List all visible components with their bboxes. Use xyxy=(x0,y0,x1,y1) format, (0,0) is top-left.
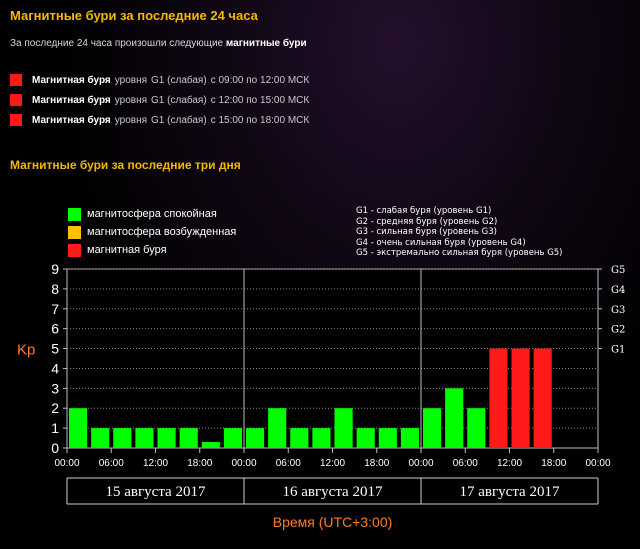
x-tick-label: 06:00 xyxy=(276,458,301,469)
x-tick-label: 00:00 xyxy=(408,458,433,469)
kp-bar xyxy=(113,428,132,448)
g-level-label: G3 xyxy=(611,305,625,316)
storm-time: с 15:00 по 18:00 МСК xyxy=(210,114,310,126)
legend-swatch-storm xyxy=(68,243,81,257)
kp-bar xyxy=(467,408,486,448)
kp-bar-chart: 0 1 2 3 4 5 6 7 8 9 G1 G2 G3 G4 G5 Kp 00:00 06:00 12:00 18:… xyxy=(17,261,625,530)
g-level-legend: G1 - слабая буря (уровень G1) G2 - средн… xyxy=(356,206,563,259)
kp-bar xyxy=(312,428,331,448)
kp-bar xyxy=(533,348,552,448)
day-label: 16 августа 2017 xyxy=(283,484,383,500)
kp-bar xyxy=(400,428,419,448)
intro-bold: магнитные бури xyxy=(225,38,307,49)
g-level-label: G1 xyxy=(611,345,625,356)
storm-name: Магнитная буря xyxy=(32,94,111,106)
y-tick-label: 1 xyxy=(51,420,59,436)
legend-swatch-excited xyxy=(68,225,81,239)
y-axis-title: Kp xyxy=(17,342,35,359)
plot-area xyxy=(66,268,599,449)
day-label: 15 августа 2017 xyxy=(106,484,206,500)
g-level-label: G5 xyxy=(611,265,625,276)
intro-text: За последние 24 часа произошли следующие… xyxy=(10,38,307,49)
x-tick-label: 18:00 xyxy=(187,458,212,469)
g-legend-line: G2 - средняя буря (уровень G2) xyxy=(356,216,498,227)
legend-item-calm: магнитосфера спокойная xyxy=(68,205,236,223)
kp-bar xyxy=(246,428,265,448)
storm-list: Магнитная буря уровня G1 (слабая) с 09:0… xyxy=(10,70,309,130)
g-legend-line: G4 - очень сильная буря (уровень G4) xyxy=(356,237,526,248)
kp-bar xyxy=(290,428,309,448)
x-tick-label: 00:00 xyxy=(54,458,79,469)
storm-level-word: уровня xyxy=(114,94,148,106)
storm-level-word: уровня xyxy=(114,74,148,86)
legend-item-excited: магнитосфера возбужденная xyxy=(68,223,236,241)
g-legend-line: G1 - слабая буря (уровень G1) xyxy=(356,206,492,216)
y-tick-label: 6 xyxy=(51,321,59,337)
g-legend-line: G5 - экстремально сильная буря (уровень … xyxy=(356,248,563,258)
storm-item: Магнитная буря уровня G1 (слабая) с 12:0… xyxy=(10,90,309,110)
legend-label: магнитосфера возбужденная xyxy=(87,226,237,238)
kp-bar xyxy=(91,428,110,448)
kp-bar xyxy=(268,408,287,448)
kp-bar xyxy=(489,348,508,448)
legend-item-storm: магнитная буря xyxy=(68,241,236,259)
x-tick-label: 00:00 xyxy=(585,458,610,469)
kp-bar xyxy=(334,408,353,448)
kp-bar xyxy=(445,388,464,448)
storm-item: Магнитная буря уровня G1 (слабая) с 15:0… xyxy=(10,110,309,130)
x-tick-label: 18:00 xyxy=(364,458,389,469)
storm-marker-icon xyxy=(10,74,22,86)
g-level-label: G2 xyxy=(611,325,625,336)
kp-bar xyxy=(201,442,220,448)
section-title-3days: Магнитные бури за последние три дня xyxy=(10,158,241,172)
storm-class: G1 (слабая) xyxy=(151,74,207,86)
x-tick-label: 12:00 xyxy=(143,458,168,469)
g-level-label: G4 xyxy=(611,285,625,296)
storm-item: Магнитная буря уровня G1 (слабая) с 09:0… xyxy=(10,70,309,90)
legend-swatch-calm xyxy=(68,207,81,221)
kp-bar xyxy=(179,428,198,448)
x-tick-label: 06:00 xyxy=(453,458,478,469)
x-axis-title: Время (UTC+3:00) xyxy=(273,514,393,530)
legend-label: магнитная буря xyxy=(87,244,167,256)
kp-bar xyxy=(157,428,176,448)
y-tick-label: 7 xyxy=(51,301,59,317)
kp-bar xyxy=(511,348,530,448)
kp-bar xyxy=(378,428,397,448)
y-tick-label: 3 xyxy=(51,380,59,396)
y-tick-label: 0 xyxy=(51,440,59,456)
status-legend: магнитосфера спокойная магнитосфера возб… xyxy=(68,205,236,259)
x-tick-label: 12:00 xyxy=(320,458,345,469)
x-tick-label: 00:00 xyxy=(231,458,256,469)
kp-bar xyxy=(423,408,442,448)
storm-time: с 09:00 по 12:00 МСК xyxy=(210,74,310,86)
storm-class: G1 (слабая) xyxy=(151,114,207,126)
section-title-24h: Магнитные бури за последние 24 часа xyxy=(10,8,258,23)
y-tick-label: 8 xyxy=(51,281,59,297)
intro-prefix: За последние 24 часа произошли следующие xyxy=(10,38,224,49)
g-legend-line: G3 - сильная буря (уровень G3) xyxy=(356,227,497,237)
y-tick-label: 4 xyxy=(51,360,59,376)
storm-name: Магнитная буря xyxy=(32,114,111,126)
y-tick-label: 9 xyxy=(51,261,59,277)
storm-class: G1 (слабая) xyxy=(151,94,207,106)
y-tick-label: 5 xyxy=(51,341,59,357)
kp-bar xyxy=(356,428,375,448)
x-tick-label: 12:00 xyxy=(497,458,522,469)
storm-time: с 12:00 по 15:00 МСК xyxy=(210,94,310,106)
storm-marker-icon xyxy=(10,94,22,106)
x-tick-label: 06:00 xyxy=(99,458,124,469)
storm-name: Магнитная буря xyxy=(32,74,111,86)
kp-bar xyxy=(135,428,154,448)
storm-level-word: уровня xyxy=(114,114,148,126)
x-tick-label: 18:00 xyxy=(541,458,566,469)
kp-bar xyxy=(223,428,242,448)
day-label: 17 августа 2017 xyxy=(460,484,560,500)
legend-label: магнитосфера спокойная xyxy=(87,208,217,220)
kp-bar xyxy=(69,408,88,448)
storm-marker-icon xyxy=(10,114,22,126)
y-tick-label: 2 xyxy=(51,400,59,416)
